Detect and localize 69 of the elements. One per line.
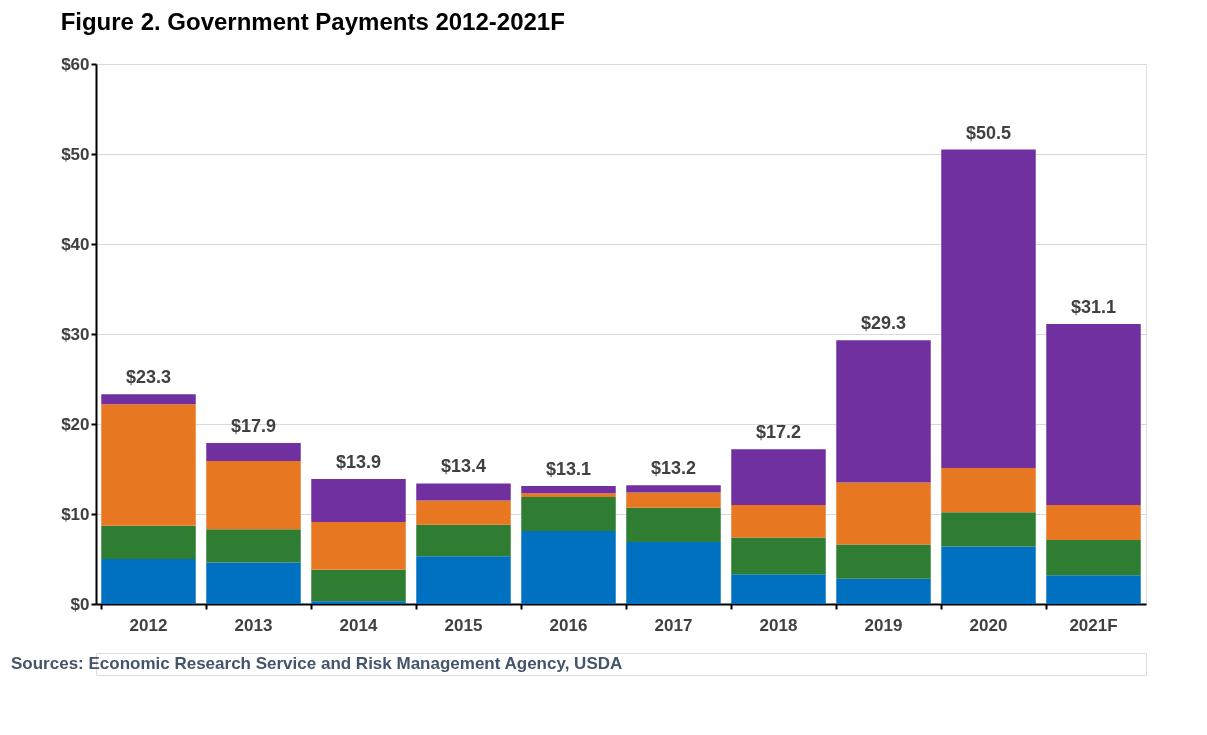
y-tick-label: $20: [61, 414, 90, 434]
bar: [941, 546, 1036, 604]
x-tick-label: 2015: [444, 615, 483, 635]
bar: [1046, 505, 1141, 541]
bar: [731, 505, 826, 538]
x-tick-label: 2020: [969, 615, 1008, 635]
total-label: $23.3: [125, 367, 172, 388]
total-label: $17.9: [230, 415, 277, 436]
bar: [101, 404, 196, 526]
bar: [626, 541, 721, 604]
bar: [521, 496, 616, 532]
bar: [521, 493, 616, 497]
bar: [836, 482, 931, 545]
total-label: $13.2: [650, 458, 697, 479]
bar: [311, 478, 406, 523]
bar: [941, 512, 1036, 547]
bar: [1046, 540, 1141, 576]
bar: [731, 537, 826, 575]
x-tick-label: 2018: [759, 615, 798, 635]
y-tick-label: $40: [61, 234, 90, 254]
bar: [416, 524, 511, 557]
bar: [206, 529, 301, 563]
bar: [416, 500, 511, 525]
bar: [311, 569, 406, 602]
y-tick-label: $10: [61, 504, 90, 524]
x-tick-label: 2012: [129, 615, 168, 635]
bar: [836, 544, 931, 579]
bar: [731, 574, 826, 604]
total-label: $50.5: [965, 122, 1012, 143]
bar: [836, 340, 931, 483]
bar: [101, 394, 196, 405]
total-label: $13.9: [335, 451, 382, 472]
y-tick-label: $60: [61, 54, 90, 74]
y-tick-label: $0: [70, 594, 90, 614]
total-label: $29.3: [860, 313, 907, 334]
x-tick-label: 2014: [339, 615, 378, 635]
bar: [311, 522, 406, 570]
bar: [1046, 324, 1141, 505]
bar: [941, 468, 1036, 513]
bar: [416, 556, 511, 604]
bar: [521, 531, 616, 604]
y-tick-label: $30: [61, 324, 90, 344]
y-tick-label: $50: [61, 144, 90, 164]
bar: [941, 149, 1036, 469]
bar: [521, 486, 616, 494]
bar: [1046, 575, 1141, 604]
source-note: Sources: Economic Research Service and Risk Management Agency, USDA: [11, 654, 623, 673]
bar: [101, 525, 196, 559]
x-tick-label: 2013: [234, 615, 273, 635]
bar: [626, 485, 721, 493]
bar: [101, 559, 196, 604]
total-label: $13.1: [545, 459, 592, 480]
bar: [836, 578, 931, 604]
bar: [206, 460, 301, 530]
chart-title: Figure 2. Government Payments 2012-2021F: [60, 8, 565, 35]
bar: [206, 442, 301, 461]
x-tick-label: 2019: [864, 615, 903, 635]
x-tick-label: 2017: [654, 615, 693, 635]
bar: [311, 601, 406, 604]
total-label: $13.4: [440, 456, 487, 477]
bar: [626, 507, 721, 542]
bar: [416, 483, 511, 501]
total-label: $31.1: [1070, 297, 1117, 318]
x-tick-label: 2016: [549, 615, 588, 635]
total-label: $17.2: [755, 422, 802, 443]
x-tick-label: 2021F: [1069, 615, 1118, 635]
bar: [626, 492, 721, 508]
bar: [206, 562, 301, 604]
bar: [731, 449, 826, 505]
